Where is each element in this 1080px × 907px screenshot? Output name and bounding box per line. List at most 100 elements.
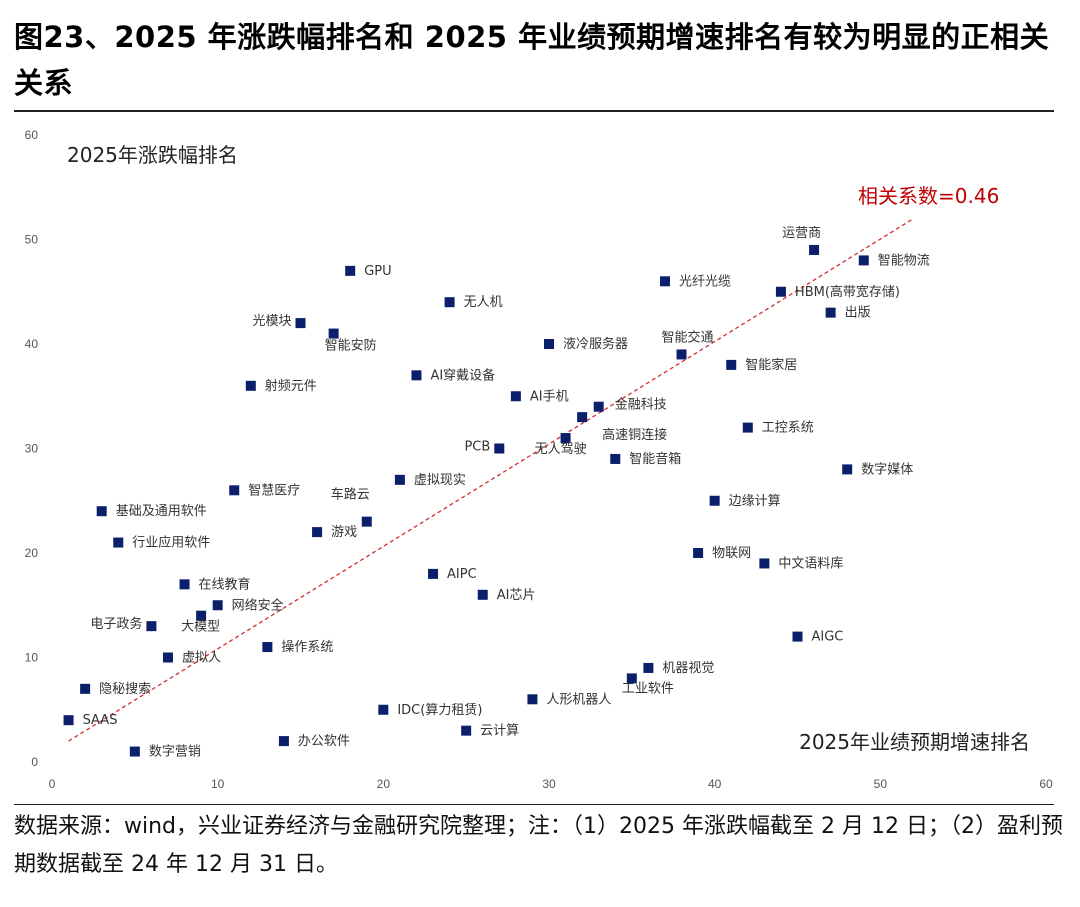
point-label: 办公软件	[298, 734, 350, 749]
data-point	[825, 307, 836, 318]
x-tick-label: 30	[542, 777, 556, 791]
point-label: 隐秘搜索	[99, 682, 151, 697]
data-point	[312, 527, 323, 538]
data-point	[461, 725, 472, 736]
data-points	[63, 244, 869, 757]
x-tick-label: 10	[211, 777, 225, 791]
y-tick-label: 40	[25, 337, 39, 351]
data-point	[676, 349, 687, 360]
point-label: 运营商	[782, 226, 821, 241]
data-point	[626, 673, 637, 684]
y-axis-label: 2025年涨跌幅排名	[67, 143, 238, 167]
y-tick-label: 10	[25, 651, 39, 665]
data-point	[278, 736, 289, 747]
data-point	[726, 359, 737, 370]
data-point	[212, 600, 223, 611]
y-tick-label: 60	[25, 128, 39, 142]
data-point	[775, 286, 786, 297]
data-point	[245, 380, 256, 391]
data-point	[295, 318, 306, 329]
data-point	[577, 412, 588, 423]
point-label: 工控系统	[762, 421, 814, 436]
x-tick-label: 60	[1039, 777, 1053, 791]
point-label: AIPC	[447, 567, 477, 582]
point-label: 边缘计算	[729, 494, 781, 509]
x-tick-label: 40	[708, 777, 722, 791]
data-point	[527, 694, 538, 705]
point-label: HBM(高带宽存储)	[795, 284, 900, 300]
data-point	[709, 495, 720, 506]
point-label: 智慧医疗	[248, 482, 300, 498]
figure-title: 图23、2025 年涨跌幅排名和 2025 年业绩预期增速排名有较为明显的正相关…	[14, 20, 1050, 100]
point-label: 电子政务	[90, 616, 142, 632]
data-point	[659, 276, 670, 287]
y-tick-label: 0	[31, 755, 38, 769]
point-label: GPU	[364, 264, 391, 279]
trendline	[68, 218, 914, 742]
point-label: 虚拟现实	[414, 473, 466, 488]
data-point	[378, 704, 389, 715]
title-divider	[14, 110, 1054, 112]
point-label: 智能家居	[745, 357, 797, 373]
data-point	[792, 631, 803, 642]
point-label: AI手机	[530, 389, 569, 404]
point-label: 游戏	[331, 525, 357, 540]
data-point	[361, 516, 372, 527]
source-divider	[14, 804, 1054, 805]
data-point	[262, 642, 273, 653]
point-label: 云计算	[480, 724, 519, 739]
point-label: 工业软件	[622, 681, 674, 696]
data-point	[510, 391, 521, 402]
point-label: 物联网	[712, 546, 751, 561]
point-label: 光模块	[252, 314, 291, 329]
data-point	[544, 339, 554, 349]
point-label: 人形机器人	[546, 692, 611, 707]
point-label: SAAS	[83, 713, 118, 728]
data-point	[196, 610, 207, 621]
point-label: 大模型	[181, 620, 220, 635]
point-label: 高速铜连接	[602, 427, 667, 443]
data-point	[643, 662, 654, 673]
y-tick-label: 30	[25, 442, 39, 456]
data-point	[162, 652, 173, 663]
point-label: AI芯片	[497, 588, 536, 603]
data-point	[80, 683, 91, 694]
data-point	[494, 443, 505, 454]
point-label: 智能音箱	[629, 451, 681, 467]
source-note: 数据来源：wind，兴业证券经济与金融研究院整理；注：（1）2025 年涨跌幅截…	[14, 814, 1063, 877]
point-label: 虚拟人	[182, 651, 221, 666]
data-point	[593, 401, 604, 412]
scatter-chart: 0 10 20 30 40 50 60 0 10 20 30 40 50 60 GPU 无人机光模块智能安防…	[25, 128, 1053, 791]
y-tick-label: 20	[25, 546, 39, 560]
data-point	[610, 453, 621, 464]
point-label: 无人驾驶	[535, 442, 587, 457]
point-label: AI穿戴设备	[430, 367, 495, 383]
point-label: 液冷服务器	[563, 336, 628, 352]
data-point	[858, 255, 869, 266]
point-label: 智能安防	[325, 338, 377, 354]
point-label: 智能交通	[662, 329, 714, 345]
point-label: 无人机	[464, 295, 503, 310]
data-point	[129, 746, 140, 757]
data-point	[63, 715, 74, 726]
point-label: 机器视觉	[662, 661, 714, 676]
point-label: 车路云	[331, 487, 370, 503]
point-label: 行业应用软件	[132, 535, 210, 551]
point-label: 基础及通用软件	[116, 504, 207, 519]
correlation-label: 相关系数=0.46	[858, 184, 999, 208]
data-point	[146, 621, 157, 632]
data-point	[179, 579, 190, 590]
data-point	[229, 485, 240, 496]
x-tick-label: 20	[377, 777, 391, 791]
point-label: 射频元件	[265, 378, 317, 394]
data-point	[477, 589, 488, 600]
data-point	[560, 433, 571, 444]
data-point	[759, 558, 770, 569]
point-label: 中文语料库	[778, 555, 843, 571]
data-point	[428, 568, 439, 579]
x-tick-label: 0	[49, 777, 56, 791]
x-tick-label: 50	[874, 777, 888, 791]
data-point	[742, 422, 753, 433]
point-label: IDC(算力租赁)	[397, 703, 482, 718]
